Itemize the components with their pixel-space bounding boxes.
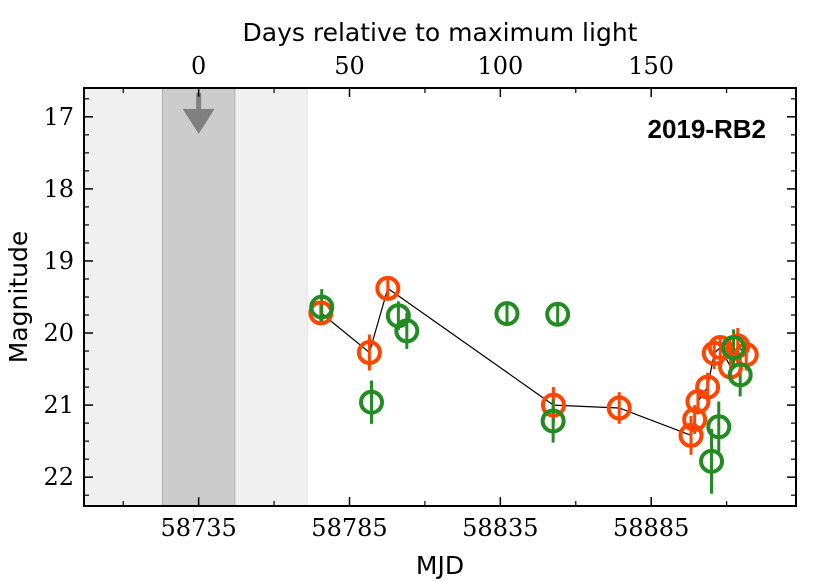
y-tick-label-2: 19: [43, 247, 74, 275]
green-point-10: [727, 362, 753, 388]
orange-line: [320, 287, 747, 437]
green-point-0: [309, 294, 335, 320]
green-point-6: [545, 301, 571, 327]
y-tick-label-3: 20: [43, 319, 74, 347]
orange-point-4: [606, 395, 632, 421]
green-point-4: [494, 301, 520, 327]
orange-point-6: [682, 407, 708, 433]
green-point-9: [721, 334, 747, 360]
x-axis-title: MJD: [416, 551, 464, 580]
top-tick-labels: 0 50 100 150: [191, 52, 674, 80]
orange-point-10: [707, 334, 733, 360]
top-tick-label-2: 100: [477, 52, 523, 80]
shaded-regions: [84, 88, 308, 506]
y-tick-label-5: 22: [43, 463, 74, 491]
green-point-7: [699, 448, 725, 474]
green-point-5: [540, 408, 566, 434]
orange-point-3: [540, 392, 566, 418]
x-tick-labels: 58735 58785 58835 58885: [160, 514, 689, 542]
upper-limit-head: [182, 108, 215, 134]
green-point-3: [394, 318, 420, 344]
shaded-region-1: [162, 88, 235, 506]
y-tick-labels: 17 18 19 20 21 22: [43, 103, 74, 491]
data-markers: [308, 275, 759, 474]
orange-point-5: [678, 422, 704, 448]
x-tick-label-0: 58735: [160, 514, 236, 542]
top-axis-title: Days relative to maximum light: [243, 18, 638, 47]
top-tick-label-0: 0: [191, 52, 206, 80]
x-tick-label-2: 58835: [462, 514, 538, 542]
chart-title: 2019-RB2: [647, 114, 766, 144]
x-tick-label-1: 58785: [311, 514, 387, 542]
top-tick-label-1: 50: [334, 52, 365, 80]
error-bars: [319, 279, 748, 494]
green-point-8: [706, 414, 732, 440]
green-point-1: [359, 389, 385, 415]
orange-connecting-line: [320, 287, 747, 437]
axis-ticks: [84, 88, 796, 506]
y-axis-title: Magnitude: [4, 231, 33, 363]
y-tick-label-1: 18: [43, 175, 74, 203]
y-tick-label-0: 17: [43, 103, 74, 131]
orange-point-2: [375, 275, 401, 301]
y-tick-label-4: 21: [43, 391, 74, 419]
x-tick-label-3: 58885: [613, 514, 689, 542]
orange-point-8: [695, 374, 721, 400]
orange-point-1: [356, 339, 382, 365]
top-tick-label-3: 150: [628, 52, 674, 80]
